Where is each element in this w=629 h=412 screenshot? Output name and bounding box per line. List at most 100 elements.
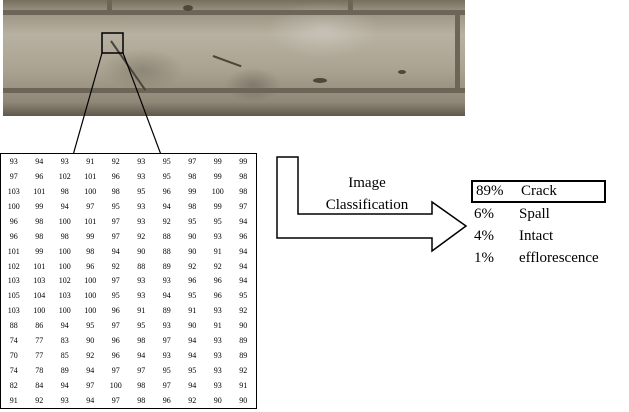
pixel-value-cell: 96	[213, 291, 222, 301]
pixel-value-cell: 77	[35, 351, 44, 361]
pixel-value-cell: 98	[35, 231, 44, 241]
pixel-value-cell: 95	[111, 201, 120, 211]
pixel-value-grid: 93 94 93 91 92 93 95 97 99 99 97 96 102 101 96 93 95 98 99…	[0, 153, 257, 409]
pixel-value-cell: 98	[35, 216, 44, 226]
pixel-value-cell: 92	[111, 261, 120, 271]
pixel-value-cell: 97	[86, 201, 95, 211]
pixel-value-cell: 88	[137, 261, 146, 271]
pixel-value-cell: 95	[86, 321, 95, 331]
pixel-value-cell: 78	[35, 366, 44, 376]
pixel-value-cell: 91	[239, 381, 248, 391]
pixel-value-cell: 92	[111, 156, 120, 166]
pixel-value-cell: 93	[9, 156, 18, 166]
pixel-value-cell: 97	[188, 156, 197, 166]
pixel-value-cell: 88	[162, 246, 171, 256]
result-row-spall: 6% Spall	[474, 203, 606, 225]
pixel-value-cell: 99	[35, 201, 44, 211]
pixel-value-cell: 100	[211, 186, 224, 196]
pixel-value-cell: 85	[60, 351, 69, 361]
pixel-value-cell: 103	[7, 276, 20, 286]
pixel-value-cell: 101	[84, 216, 97, 226]
pixel-value-cell: 97	[162, 336, 171, 346]
pixel-value-cell: 99	[213, 171, 222, 181]
pixel-value-cell: 99	[86, 231, 95, 241]
pixel-value-cell: 94	[86, 366, 95, 376]
pixel-value-cell: 92	[137, 231, 146, 241]
pixel-value-cell: 100	[109, 381, 122, 391]
arrow-shape	[276, 156, 468, 253]
pixel-value-cell: 95	[188, 291, 197, 301]
pixel-value-cell: 94	[188, 351, 197, 361]
pixel-value-cell: 94	[111, 246, 120, 256]
pixel-value-cell: 92	[213, 261, 222, 271]
result-percent: 6%	[474, 205, 494, 222]
pixel-value-cell: 89	[239, 351, 248, 361]
pixel-value-cell: 94	[188, 381, 197, 391]
pixel-value-cell: 98	[239, 171, 248, 181]
pixel-value-cell: 96	[111, 336, 120, 346]
pixel-value-cell: 90	[188, 246, 197, 256]
pixel-value-cell: 90	[86, 336, 95, 346]
pixel-value-cell: 95	[188, 216, 197, 226]
result-label: efflorescence	[519, 249, 599, 266]
pixel-value-cell: 101	[7, 246, 20, 256]
result-percent: 89%	[476, 183, 504, 199]
pixel-value-cell: 100	[33, 306, 46, 316]
arrow-label-line: Classification	[325, 197, 409, 213]
pixel-value-cell: 94	[35, 156, 44, 166]
pixel-value-cell: 93	[213, 336, 222, 346]
mortar-joint	[3, 10, 465, 15]
pixel-value-cell: 95	[111, 291, 120, 301]
pixel-value-cell: 91	[188, 306, 197, 316]
pixel-value-cell: 90	[137, 246, 146, 256]
mortar-joint	[3, 88, 465, 93]
pixel-value-cell: 102	[58, 276, 71, 286]
pixel-value-cell: 98	[60, 231, 69, 241]
pixel-value-cell: 102	[7, 261, 20, 271]
pixel-value-cell: 91	[86, 156, 95, 166]
pixel-value-cell: 97	[111, 276, 120, 286]
pixel-value-cell: 102	[58, 171, 71, 181]
pixel-value-cell: 94	[137, 351, 146, 361]
pixel-value-cell: 95	[137, 321, 146, 331]
pixel-value-cell: 90	[188, 231, 197, 241]
pixel-value-cell: 103	[58, 291, 71, 301]
pixel-value-cell: 93	[213, 231, 222, 241]
pixel-value-cell: 99	[239, 156, 248, 166]
pixel-value-cell: 94	[188, 336, 197, 346]
pixel-value-cell: 89	[162, 261, 171, 271]
pixel-value-cell: 96	[111, 171, 120, 181]
pixel-value-cell: 91	[213, 321, 222, 331]
pixel-value-cell: 94	[86, 396, 95, 406]
pixel-value-cell: 95	[162, 171, 171, 181]
pixel-value-cell: 95	[162, 366, 171, 376]
pixel-value-cell: 100	[84, 276, 97, 286]
pixel-value-cell: 93	[162, 321, 171, 331]
pixel-value-cell: 88	[9, 321, 18, 331]
pixel-value-cell: 96	[239, 231, 248, 241]
pixel-value-cell: 101	[33, 186, 46, 196]
pixel-value-cell: 98	[86, 246, 95, 256]
pixel-value-cell: 94	[60, 321, 69, 331]
pixel-value-cell: 93	[60, 396, 69, 406]
pixel-value-cell: 90	[213, 396, 222, 406]
arrow-label-line: Image	[348, 175, 386, 191]
pixel-value-cell: 100	[58, 246, 71, 256]
pixel-value-cell: 96	[35, 171, 44, 181]
pixel-value-cell: 96	[213, 276, 222, 286]
pixel-value-cell: 95	[213, 216, 222, 226]
pixel-value-cell: 92	[86, 351, 95, 361]
pixel-value-cell: 94	[162, 291, 171, 301]
pixel-value-cell: 90	[188, 321, 197, 331]
result-label: Crack	[521, 183, 557, 199]
result-percent: 1%	[474, 249, 494, 266]
pixel-value-cell: 97	[239, 201, 248, 211]
pixel-value-cell: 93	[137, 171, 146, 181]
pixel-value-cell: 83	[60, 336, 69, 346]
pixel-value-cell: 98	[188, 171, 197, 181]
pixel-value-cell: 96	[111, 351, 120, 361]
pixel-value-cell: 98	[60, 186, 69, 196]
result-row-crack: 89% Crack	[471, 180, 606, 203]
pixel-value-cell: 97	[137, 366, 146, 376]
pixel-value-cell: 93	[162, 351, 171, 361]
